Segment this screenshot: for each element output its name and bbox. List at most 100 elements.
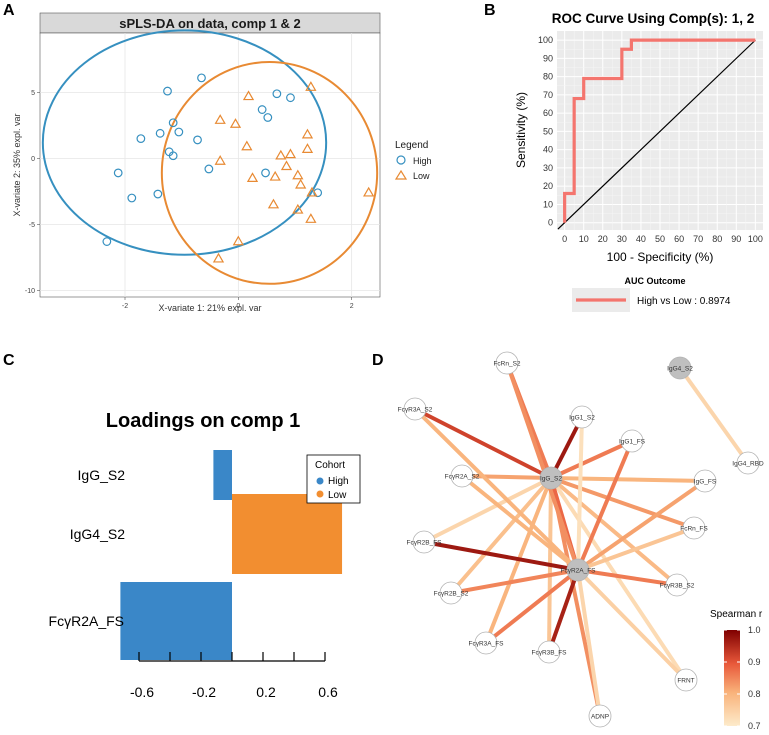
legend-high-label: High (413, 156, 432, 166)
b-tick-label-x: 70 (693, 234, 703, 244)
network-node (403, 397, 427, 421)
network-edge (576, 416, 584, 571)
panel-a-title: sPLS-DA on data, comp 1 & 2 (119, 16, 301, 31)
network-node (412, 530, 436, 554)
point-high (164, 147, 174, 157)
cohort-low-label: Low (328, 490, 347, 501)
network-edge (577, 526, 695, 572)
scale-tick-label: 0.9 (748, 657, 761, 667)
b-tick-label-y: 20 (543, 181, 553, 191)
panel-d-edges (413, 362, 750, 717)
network-edge (450, 568, 579, 595)
network-node-label: FcγR3B_FS (531, 649, 567, 656)
point-high (136, 134, 146, 144)
roc-reference-line (557, 39, 756, 230)
panel-a: sPLS-DA on data, comp 1 & 2 -2 0 2-10-505 … (12, 12, 432, 313)
point-high (257, 105, 267, 114)
panel-a-grid (40, 33, 380, 297)
panel-label-b: B (484, 2, 496, 19)
a-tick-label-y: 5 (31, 90, 35, 97)
network-edge (449, 476, 553, 595)
panel-d-nodes: FcRn_S2 IgG4_S2 FcγR3A_S2 IgG1_S2 IgG1_FS IgG… (398, 351, 764, 728)
panel-label-a: A (3, 2, 15, 19)
panel-c: Loadings on comp 1 IgG_S2 IgG4_S2 FcγR2A_F… (49, 410, 361, 700)
network-edge (423, 476, 552, 544)
point-low (229, 118, 242, 128)
b-tick-label-x: 100 (748, 234, 763, 244)
network-node (682, 516, 706, 540)
b-tick-label-x: 0 (562, 234, 567, 244)
panel-d: FcRn_S2 IgG4_S2 FcγR3A_S2 IgG1_S2 IgG1_FS IgG… (398, 351, 764, 731)
point-high (174, 127, 184, 137)
network-edge (414, 407, 552, 480)
cohort-high-label: High (328, 476, 349, 487)
network-node (693, 469, 717, 493)
network-node (474, 631, 498, 655)
network-edge (550, 476, 695, 530)
network-edge (576, 568, 688, 682)
b-tick-label-y: 10 (543, 199, 553, 209)
point-high (193, 135, 202, 145)
panel-c-legend-title: Cohort (315, 460, 345, 471)
b-tick-label-x: 50 (655, 234, 665, 244)
point-high (313, 188, 323, 198)
loading-bar-label: IgG4_S2 (70, 526, 125, 542)
panel-a-ellipses (41, 29, 379, 285)
b-tick-label-y: 0 (548, 218, 553, 228)
point-high (155, 128, 165, 138)
network-node-label: FcγR3A_FS (468, 640, 504, 647)
point-low (301, 128, 314, 139)
network-node-label: FcRn_FS (680, 525, 708, 532)
point-high (263, 113, 273, 122)
point-low (292, 203, 304, 214)
c-axis-tick-label: -0.2 (192, 684, 216, 700)
cohort-high-dot (316, 477, 324, 485)
network-node-label: FcγR2B_S2 (434, 590, 469, 597)
b-tick-label-x: 10 (579, 234, 589, 244)
a-tick-label-y: -10 (25, 288, 35, 295)
panel-b-xlabel: 100 - Specificity (%) (607, 250, 714, 264)
network-edge (549, 476, 688, 682)
point-low (246, 172, 259, 182)
b-tick-label-y: 100 (538, 35, 553, 45)
ellipse-high (41, 29, 328, 256)
panel-b-ticks: 00 10 10 20 20 30 30 40 40 50 50 60 60 70 70 80 80 90 90 10… (538, 35, 763, 244)
a-tick-label-x: 2 (350, 303, 354, 310)
network-node-label: IgG4_RBD (732, 460, 764, 467)
network-node-label: FcγR3B_S2 (660, 582, 695, 589)
network-edge (461, 474, 552, 480)
network-node-label: IgG4_S2 (667, 365, 693, 372)
b-tick-label-x: 30 (617, 234, 627, 244)
panel-a-xlabel: X-variate 1: 21% expl. var (158, 303, 261, 313)
point-high (168, 118, 178, 128)
network-node-label: FRNT (677, 677, 694, 684)
network-node (736, 451, 760, 475)
point-high (272, 89, 282, 99)
a-tick-label-y: -5 (29, 222, 35, 229)
b-tick-label-y: 90 (543, 53, 553, 63)
point-low (232, 235, 244, 246)
point-low (242, 90, 255, 101)
network-edge (549, 476, 679, 587)
c-axis-tick-label: 0.2 (256, 684, 276, 700)
network-node (668, 356, 692, 380)
point-low (295, 178, 307, 189)
point-high (261, 168, 270, 178)
panel-b-ylabel: Sensitivity (%) (514, 92, 528, 168)
panel-b-title: ROC Curve Using Comp(s): 1, 2 (552, 11, 755, 26)
network-node (439, 581, 463, 605)
spearman-colorbar (724, 630, 740, 726)
b-tick-label-y: 60 (543, 108, 553, 118)
loading-bar-label: FcγR2A_FS (49, 613, 124, 629)
point-low (306, 186, 318, 197)
loading-bar-label: IgG_S2 (78, 467, 126, 483)
network-node (588, 704, 612, 728)
point-high (163, 86, 172, 96)
c-axis-tick-label: -0.6 (130, 684, 154, 700)
a-tick-label-x: -2 (122, 303, 128, 310)
network-node (665, 573, 689, 597)
point-low (363, 186, 375, 197)
point-low (292, 169, 304, 180)
panel-a-ticks: -2 0 2 -10 -5 0 5 (25, 90, 354, 310)
b-tick-label-x: 80 (712, 234, 722, 244)
